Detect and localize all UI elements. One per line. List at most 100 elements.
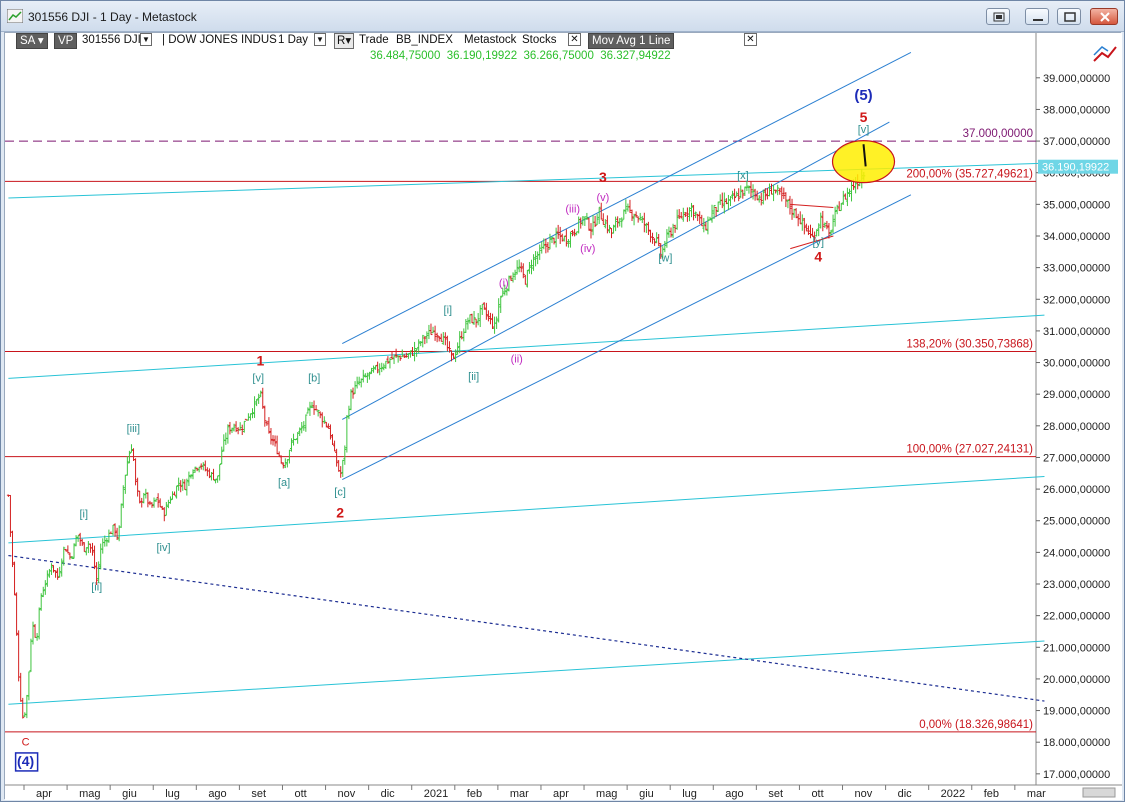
x-tick-label-16: ago — [725, 788, 743, 800]
close-indicator-icon[interactable]: ✕ — [744, 33, 757, 46]
restore-layout-button[interactable] — [986, 8, 1010, 25]
open-value: 36.484,75000 — [370, 50, 441, 62]
level-label-2: 138,20% (30.350,73868) — [906, 338, 1033, 350]
wave-label-5: (iii) — [565, 203, 580, 215]
metastock-app-icon — [7, 9, 23, 23]
y-tick-label-16: 33.000,00000 — [1043, 263, 1110, 275]
trade-label: Trade — [359, 34, 389, 46]
minimize-button[interactable] — [1025, 8, 1049, 25]
trendline-4 — [342, 52, 912, 345]
wave-label-12: (ii) — [511, 354, 523, 366]
wave-label-0: (5) — [854, 87, 872, 104]
wave-label-15: 1 — [257, 353, 265, 369]
security-name: DOW JONES INDUS — [168, 34, 277, 46]
wave-label-23: [i] — [79, 509, 88, 521]
wave-label-1: 5 — [860, 109, 868, 125]
y-tick-label-5: 22.000,00000 — [1043, 611, 1110, 623]
wave-label-16: [v] — [252, 373, 264, 385]
wave-label-2: [v] — [858, 124, 870, 136]
x-tick-label-3: lug — [165, 788, 180, 800]
period-dropdown-icon[interactable]: ▼ — [314, 33, 326, 46]
wave-label-11: (i) — [499, 278, 509, 290]
x-tick-label-2: giu — [122, 788, 137, 800]
wave-label-21: [iii] — [127, 423, 140, 435]
symbol-label: 301556 DJI — [82, 34, 141, 46]
x-tick-label-21: 2022 — [941, 788, 965, 800]
horizontal-scrollbar-thumb[interactable] — [1082, 787, 1116, 798]
security-name-label: | DOW JONES INDUS — [162, 34, 277, 46]
y-tick-label-10: 27.000,00000 — [1043, 452, 1110, 464]
trendline-6 — [342, 194, 912, 481]
r-label: R — [337, 35, 346, 47]
wave-label-9: [y] — [812, 236, 824, 248]
x-tick-label-8: dic — [381, 788, 396, 800]
y-tick-label-3: 20.000,00000 — [1043, 674, 1110, 686]
y-tick-label-13: 30.000,00000 — [1043, 358, 1110, 370]
title-bar[interactable]: 301556 DJI - 1 Day - Metastock — [1, 1, 1124, 32]
trendline-2 — [8, 640, 1045, 705]
y-tick-label-2: 19.000,00000 — [1043, 706, 1110, 718]
y-tick-label-7: 24.000,00000 — [1043, 547, 1110, 559]
level-label-3: 100,00% (27.027,24131) — [906, 444, 1033, 456]
x-tick-label-11: mar — [510, 788, 529, 800]
trendline-8 — [790, 203, 834, 209]
symbol-dropdown-icon[interactable]: ▼ — [140, 33, 152, 46]
wave-label-25: C — [22, 736, 30, 748]
y-tick-label-0: 17.000,00000 — [1043, 769, 1110, 781]
close-button[interactable] — [1090, 8, 1118, 25]
wave-label-18: [a] — [278, 477, 290, 489]
maximize-button[interactable] — [1057, 8, 1081, 25]
vp-button[interactable]: VP — [54, 33, 78, 49]
y-tick-label-15: 32.000,00000 — [1043, 294, 1110, 306]
close-value: 36.327,94922 — [600, 50, 671, 62]
wave-label-8: [w] — [658, 252, 672, 264]
maximize-icon — [1064, 12, 1076, 22]
level-label-4: 0,00% (18.326,98641) — [919, 719, 1033, 731]
x-tick-label-7: nov — [338, 788, 356, 800]
trendline-0 — [8, 475, 1045, 544]
window-title: 301556 DJI - 1 Day - Metastock — [28, 10, 197, 24]
wave-label-4: (v) — [596, 192, 609, 204]
indicator-label[interactable]: Mov Avg 1 Line — [588, 33, 675, 49]
r-button[interactable]: R▾ — [334, 33, 355, 49]
target-ellipse — [831, 140, 896, 184]
wave-label-24: [ii] — [91, 581, 102, 593]
x-tick-label-5: set — [251, 788, 266, 800]
x-tick-label-15: lug — [682, 788, 697, 800]
wave-label-20: 2 — [336, 505, 344, 521]
y-tick-label-17: 34.000,00000 — [1043, 231, 1110, 243]
sa-button[interactable]: SA ▾ — [16, 33, 48, 49]
x-tick-label-4: ago — [208, 788, 226, 800]
low-value: 36.266,75000 — [523, 50, 594, 62]
drawing-tools-icon[interactable] — [1093, 46, 1117, 62]
wave-label-26: (4) — [17, 753, 34, 769]
close-security-icon[interactable]: ✕ — [568, 33, 581, 46]
y-tick-label-6: 23.000,00000 — [1043, 579, 1110, 591]
wave-label-22: [iv] — [156, 542, 170, 554]
close-icon — [1100, 12, 1110, 22]
x-tick-label-10: feb — [467, 788, 482, 800]
x-tick-label-18: ott — [811, 788, 823, 800]
y-tick-label-12: 29.000,00000 — [1043, 389, 1110, 401]
level-label-1: 200,00% (35.727,49621) — [906, 168, 1033, 180]
y-tick-label-8: 25.000,00000 — [1043, 516, 1110, 528]
level-label-0: 37.000,00000 — [963, 128, 1033, 140]
price-chart[interactable]: 17.000,00000 18.000,00000 19.000,00000 20.0… — [5, 33, 1122, 800]
exchange-label: BB_INDEX — [396, 34, 453, 46]
chart-panel[interactable]: 17.000,00000 18.000,00000 19.000,00000 20.0… — [4, 32, 1122, 800]
x-tick-label-20: dic — [898, 788, 913, 800]
minimize-icon — [1033, 19, 1043, 21]
trendline-9 — [790, 235, 834, 250]
wave-label-7: [x] — [737, 170, 749, 182]
trendline-5 — [342, 121, 890, 420]
x-tick-label-13: mag — [596, 788, 617, 800]
source-label: Metastock — [464, 34, 517, 46]
x-tick-label-9: 2021 — [424, 788, 448, 800]
wave-label-19: [c] — [334, 486, 346, 498]
last-price-tag-label: 36.190,19922 — [1042, 162, 1109, 174]
y-tick-label-14: 31.000,00000 — [1043, 326, 1110, 338]
y-tick-label-20: 37.000,00000 — [1043, 136, 1110, 148]
last-price-bar — [862, 144, 867, 167]
y-tick-label-21: 38.000,00000 — [1043, 104, 1110, 116]
wave-label-14: [ii] — [468, 371, 479, 383]
